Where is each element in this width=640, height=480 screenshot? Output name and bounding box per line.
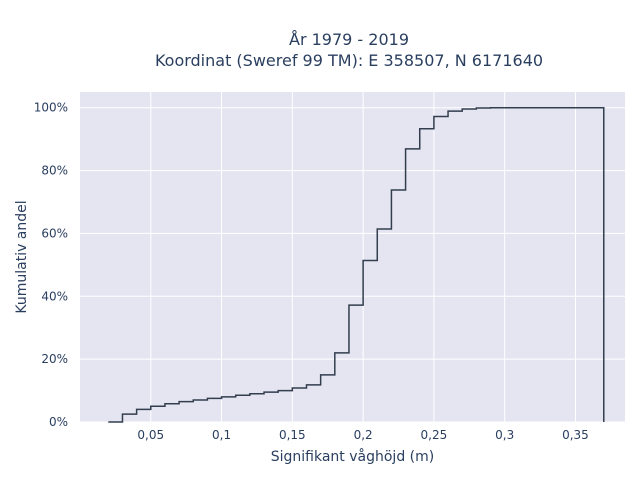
y-tick-label: 0% xyxy=(49,415,68,429)
y-tick-label: 100% xyxy=(34,101,68,115)
y-tick-label: 40% xyxy=(41,289,68,303)
x-tick-label: 0,25 xyxy=(421,428,448,442)
grid-layer xyxy=(80,92,625,423)
x-tick-label: 0,35 xyxy=(562,428,589,442)
x-tick-label: 0,1 xyxy=(212,428,231,442)
y-axis-title: Kumulativ andel xyxy=(14,200,30,313)
x-tick-label: 0,3 xyxy=(495,428,514,442)
y-tick-label: 20% xyxy=(41,352,68,366)
ecdf-step-line xyxy=(108,106,605,423)
x-tick-label: 0,2 xyxy=(354,428,373,442)
chart-title: År 1979 - 2019 Koordinat (Sweref 99 TM):… xyxy=(0,29,640,71)
chart-title-line-1: År 1979 - 2019 xyxy=(289,30,409,49)
x-tick-label: 0,05 xyxy=(137,428,164,442)
chart-title-line-2: Koordinat (Sweref 99 TM): E 358507, N 61… xyxy=(154,51,544,70)
x-tick-label: 0,15 xyxy=(279,428,306,442)
tick-layer: 0,05 0,1 0,15 0,2 0,25 0,3 0,35 0% 20% 40% 60% 80% 1… xyxy=(34,101,589,442)
x-axis-title: Signifikant våghöjd (m) xyxy=(271,448,434,465)
y-tick-label: 60% xyxy=(41,226,68,240)
plot-background xyxy=(80,92,625,422)
y-tick-label: 80% xyxy=(41,164,68,178)
